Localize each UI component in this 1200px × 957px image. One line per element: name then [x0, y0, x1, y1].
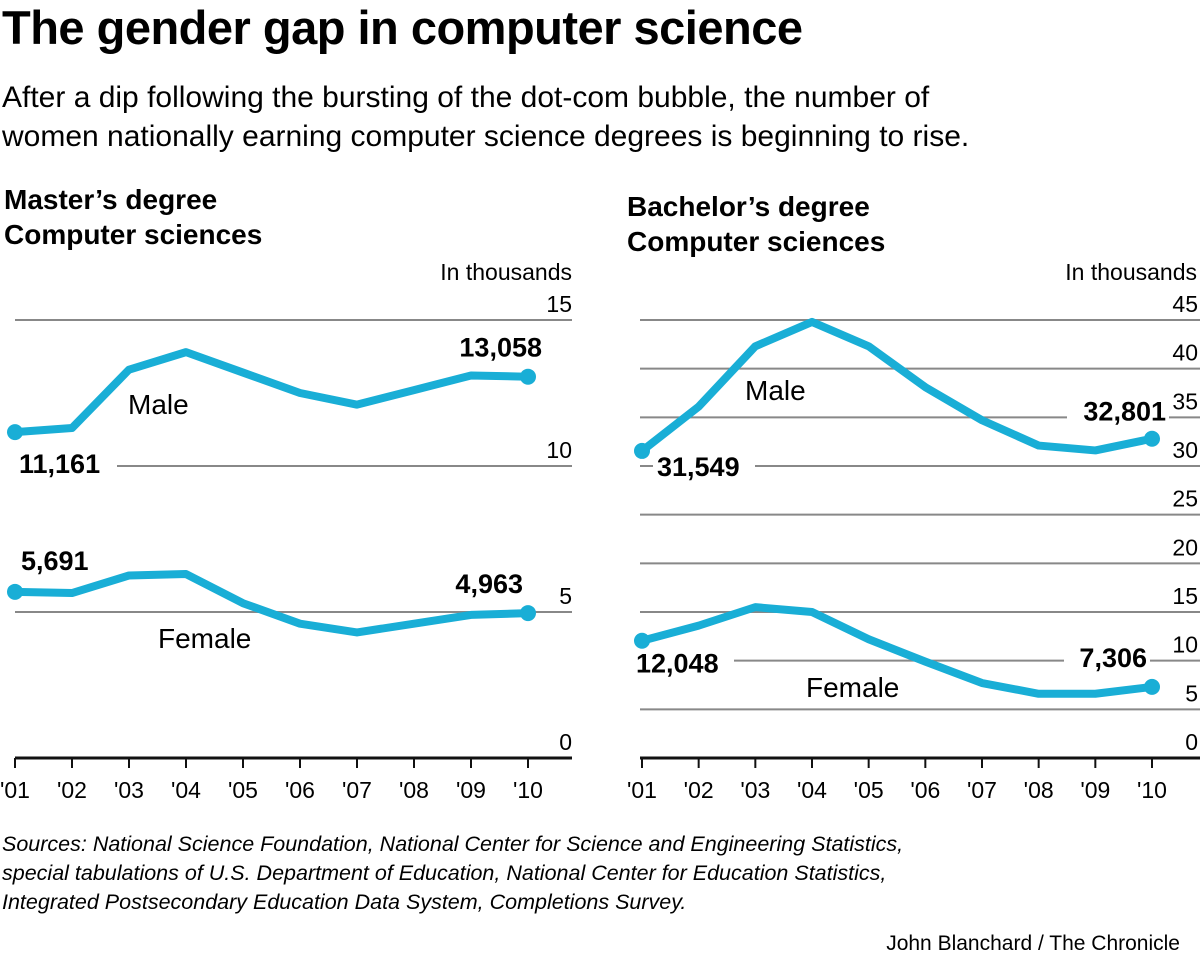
x-tick-label: '02 — [57, 777, 87, 803]
x-tick-label: '10 — [513, 777, 543, 803]
female-endpoint-marker — [520, 605, 536, 622]
page-title: The gender gap in computer science — [2, 1, 802, 54]
label-background — [443, 333, 545, 362]
subtitle-line-1: After a dip following the bursting of th… — [2, 81, 930, 114]
chart-title-line-2: Computer sciences — [4, 219, 262, 250]
x-tick-label: '03 — [740, 777, 770, 803]
credit: John Blanchard / The Chronicle — [886, 932, 1180, 952]
y-tick-label: 0 — [1185, 729, 1198, 755]
female-start-label: 12,048 — [636, 649, 719, 679]
x-tick-label: '01 — [627, 777, 657, 803]
y-tick-label: 20 — [1172, 534, 1198, 560]
x-tick-label: '10 — [1137, 777, 1167, 803]
label-background — [653, 452, 755, 481]
subtitle-line-2: women nationally earning computer scienc… — [1, 120, 969, 153]
y-tick-label: 30 — [1172, 437, 1198, 463]
y-tick-label: 5 — [1185, 680, 1198, 706]
x-tick-label: '04 — [797, 777, 827, 803]
x-tick-label: '05 — [854, 777, 884, 803]
male-endpoint-marker — [1144, 430, 1160, 447]
male-endpoint-marker — [634, 442, 650, 459]
x-tick-label: '04 — [171, 777, 201, 803]
female-endpoint-marker — [7, 583, 23, 600]
label-background — [1067, 397, 1169, 426]
x-tick-label: '03 — [114, 777, 144, 803]
series-name-label: Male — [745, 375, 806, 406]
x-tick-label: '01 — [0, 777, 30, 803]
chart-title-line-2: Computer sciences — [627, 226, 885, 257]
x-tick-label: '05 — [228, 777, 258, 803]
male-endpoint-marker — [7, 424, 23, 441]
male-series-line — [14, 348, 529, 437]
female-endpoint-marker — [634, 632, 650, 649]
x-tick-label: '08 — [399, 777, 429, 803]
y-tick-label: 45 — [1172, 291, 1198, 317]
female-end-label: 7,306 — [1079, 643, 1147, 673]
sources-line-2: special tabulations of U.S. Department o… — [2, 861, 886, 885]
x-tick-label: '07 — [967, 777, 997, 803]
y-tick-label: 15 — [546, 291, 572, 317]
y-tick-label: 25 — [1172, 486, 1198, 512]
y-tick-label: 5 — [559, 583, 572, 609]
y-tick-label: 10 — [1172, 632, 1198, 658]
x-tick-label: '02 — [684, 777, 714, 803]
male-endpoint-marker — [520, 368, 536, 385]
x-tick-label: '08 — [1024, 777, 1054, 803]
female-series-line — [640, 603, 1153, 698]
bachelors-chart: Bachelor’s degree Computer sciences In t… — [627, 191, 1200, 803]
male-series-line — [639, 317, 1153, 455]
label-background — [17, 546, 103, 575]
masters-chart: Master’s degree Computer sciences In tho… — [0, 184, 572, 803]
y-tick-label: 10 — [546, 437, 572, 463]
sources-line-3: Integrated Postsecondary Education Data … — [2, 890, 686, 914]
female-series-line — [14, 570, 529, 637]
x-tick-label: '07 — [342, 777, 372, 803]
label-background — [1064, 643, 1150, 672]
series-name-label: Female — [806, 672, 899, 703]
series-name-label: Female — [158, 623, 251, 654]
y-unit-label: In thousands — [440, 259, 572, 285]
chart-title-line-1: Bachelor’s degree — [627, 191, 870, 222]
y-tick-label: 0 — [559, 729, 572, 755]
y-tick-label: 40 — [1172, 340, 1198, 366]
label-background — [15, 450, 117, 479]
female-endpoint-marker — [1144, 678, 1160, 695]
label-background — [632, 649, 734, 678]
chart-title-line-1: Master’s degree — [4, 184, 217, 215]
x-tick-label: '09 — [456, 777, 486, 803]
male-end-label: 13,058 — [459, 333, 542, 363]
male-start-label: 31,549 — [657, 452, 740, 482]
y-unit-label: In thousands — [1065, 259, 1197, 285]
sources-line-1: Sources: National Science Foundation, Na… — [2, 832, 903, 856]
series-name-label: Male — [128, 389, 189, 420]
female-start-label: 5,691 — [21, 546, 89, 576]
x-tick-label: '06 — [910, 777, 940, 803]
x-tick-label: '09 — [1080, 777, 1110, 803]
label-background — [440, 570, 526, 599]
male-start-label: 11,161 — [19, 449, 100, 479]
y-tick-label: 15 — [1172, 583, 1198, 609]
female-end-label: 4,963 — [455, 569, 523, 599]
x-tick-label: '06 — [285, 777, 315, 803]
male-end-label: 32,801 — [1083, 397, 1166, 427]
y-tick-label: 35 — [1172, 388, 1198, 414]
